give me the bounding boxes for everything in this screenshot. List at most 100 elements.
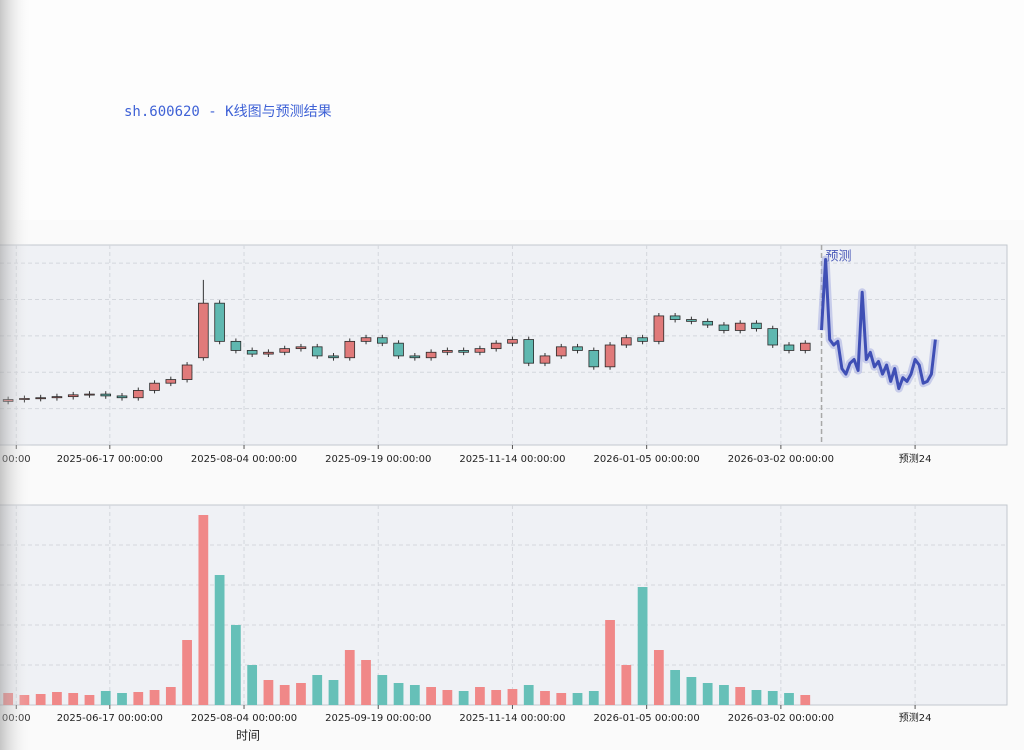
x-tick-label: 2025-06-17 00:00:00 (57, 454, 163, 465)
volume-bar (117, 693, 127, 705)
x-tick-label: 2026-03-02 00:00:00 (728, 713, 834, 724)
candle-body (116, 395, 128, 399)
x-tick-label: 2026-01-05 00:00:00 (594, 454, 700, 465)
candle-body (393, 342, 404, 357)
volume-bar (767, 691, 778, 705)
candle-body (604, 344, 616, 368)
candle-body (490, 342, 502, 350)
volume-bar (426, 687, 436, 705)
candle-body (539, 355, 551, 364)
volume-bar (52, 692, 62, 705)
volume-bar (442, 690, 453, 705)
candle-body (637, 337, 648, 342)
left-shadow (0, 0, 32, 750)
candle-body (799, 342, 811, 351)
x-tick-label: 2025-09-19 00:00:00 (325, 713, 431, 724)
candle-body (718, 324, 730, 331)
candle-body (263, 351, 274, 355)
candle-body (702, 320, 713, 326)
candle-body (442, 350, 453, 353)
header-band (0, 0, 1024, 220)
candle-body (132, 390, 144, 399)
volume-bar (247, 665, 258, 705)
candle-body (360, 337, 372, 342)
forecast-label: 预测 (826, 250, 852, 265)
volume-bar (540, 691, 550, 705)
x-tick-label: 2025-11-14 00:00:00 (459, 713, 565, 724)
candle-body (572, 346, 583, 351)
chart-title: sh.600620 - K线图与预测结果 (124, 104, 332, 120)
volume-bar (165, 687, 176, 705)
x-tick-label: 2025-06-17 00:00:00 (57, 713, 163, 724)
volume-bar (100, 691, 111, 705)
volume-bar (637, 587, 648, 705)
volume-bar (361, 660, 371, 705)
candle-body (100, 393, 112, 397)
candle-body (767, 328, 779, 346)
volume-bar (621, 665, 632, 705)
forecast-line (820, 258, 937, 391)
x-tick-label: 2025-08-04 00:00:00 (191, 454, 297, 465)
volume-bar (475, 687, 485, 705)
volume-bar (296, 683, 306, 705)
candle-body (246, 350, 258, 355)
volume-bar (328, 680, 339, 705)
candle-body (409, 355, 421, 359)
x-tick-label: 2025-11-14 00:00:00 (459, 454, 565, 465)
candle-body (311, 346, 323, 357)
candle-body (181, 364, 193, 380)
candle-body (555, 346, 567, 357)
candle-body (783, 344, 795, 351)
volume-bar (735, 687, 746, 705)
x-tick-label: 预测24 (899, 452, 932, 465)
candle-body (377, 337, 388, 344)
volume-bar (133, 692, 144, 705)
x-axis-label: 时间 (236, 729, 260, 743)
candle-body (523, 339, 534, 364)
candle-body (328, 355, 339, 359)
x-tick-label: 预测24 (899, 711, 932, 724)
candle-body (669, 315, 681, 320)
volume-bar (670, 670, 681, 705)
volume-bar (784, 693, 794, 705)
candle-body (295, 346, 307, 350)
candle-body (588, 350, 600, 368)
volume-bar (556, 693, 567, 705)
candle-body (165, 379, 177, 384)
volume-bar (35, 694, 46, 705)
candle-body (198, 302, 209, 359)
volume-bar (605, 620, 615, 705)
x-tick-label: 2025-09-19 00:00:00 (325, 454, 431, 465)
volume-bar (279, 685, 290, 705)
candle-body (621, 337, 632, 346)
volume-bar (344, 650, 355, 705)
volume-bar (719, 685, 729, 705)
candle-body (51, 396, 63, 399)
volume-bar (702, 683, 713, 705)
candle-body (344, 340, 356, 359)
volume-bar (507, 689, 518, 705)
candle-body (653, 315, 665, 342)
volume-bar (588, 691, 599, 705)
volume-bar (312, 675, 323, 705)
candle-body (751, 322, 762, 330)
volume-bar (572, 693, 583, 705)
candle-body (507, 339, 518, 344)
volume-bar (198, 515, 209, 705)
volume-bar (800, 695, 811, 705)
volume-bar (149, 690, 160, 705)
volume-bar (751, 690, 762, 705)
volume-bar (214, 575, 225, 705)
candle-body (149, 382, 160, 391)
candle-body (686, 319, 697, 322)
volume-bar (84, 695, 95, 705)
volume-bar (523, 685, 534, 705)
candle-body (84, 393, 95, 396)
candle-body (458, 350, 469, 353)
volume-bar (653, 650, 664, 705)
candle-body (425, 351, 437, 359)
volume-bar (458, 691, 469, 705)
volume-bar (686, 677, 697, 705)
